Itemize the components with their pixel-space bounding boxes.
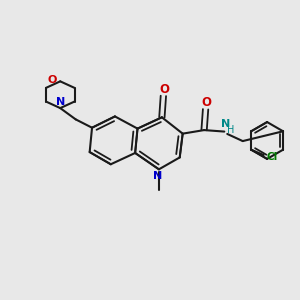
Text: N: N bbox=[153, 171, 162, 181]
Text: N: N bbox=[56, 97, 65, 106]
Text: O: O bbox=[47, 76, 57, 85]
Text: Cl: Cl bbox=[266, 152, 278, 161]
Text: H: H bbox=[226, 125, 234, 135]
Text: O: O bbox=[159, 83, 169, 96]
Text: N: N bbox=[221, 119, 230, 129]
Text: O: O bbox=[201, 96, 211, 109]
